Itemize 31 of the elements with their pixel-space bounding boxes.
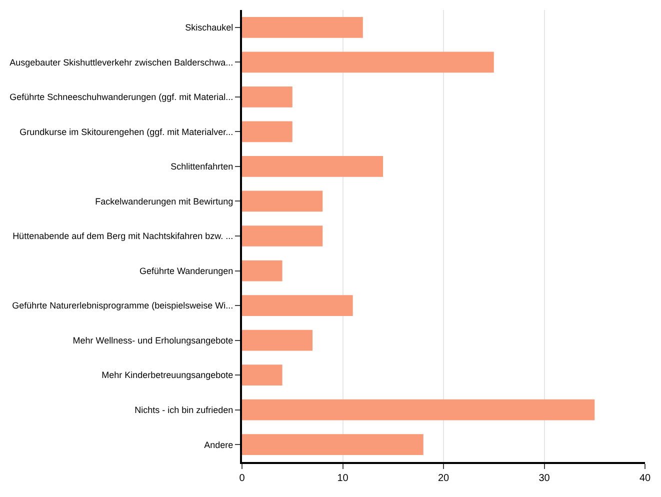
y-tick-label: Geführte Wanderungen [139, 266, 234, 276]
x-tick-label: 40 [639, 473, 651, 484]
x-tick-label: 10 [337, 473, 349, 484]
x-tick-label: 20 [438, 473, 450, 484]
y-tick-label: Geführte Naturerlebnisprogramme (beispielsweise Wi... [12, 300, 234, 311]
y-tick-label: Fackelwanderungen mit Bewirtung [95, 196, 234, 206]
bar [242, 364, 282, 386]
bar [242, 121, 292, 142]
y-tick-label: Nichts - ich bin zufrieden [134, 405, 234, 415]
y-tick-label: Ausgebauter Skishuttleverkehr zwischen Balderschwa... [10, 57, 234, 68]
y-tick-label: Grundkurse im Skitourengehen (ggf. mit Materialver... [20, 126, 234, 137]
y-tick-label: Geführte Schneeschuhwanderungen (ggf. mit Material... [10, 92, 234, 102]
y-tick-label: Schlittenfahrten [170, 162, 234, 172]
bar [242, 226, 323, 246]
y-tick-label: Hüttenabende auf dem Berg mit Nachtskifahren bzw. ... [12, 231, 234, 242]
bar [242, 52, 494, 73]
bar [242, 434, 424, 456]
y-tick-label: Mehr Kinderbetreuungsangebote [102, 370, 234, 380]
bar [242, 330, 313, 351]
bar [242, 86, 292, 108]
bar [242, 16, 363, 38]
bar [242, 295, 353, 316]
bar [242, 260, 282, 282]
bar [242, 399, 595, 420]
bar [242, 156, 384, 177]
x-tick-label: 0 [239, 473, 246, 484]
bar [242, 190, 323, 212]
y-tick-label: Skischaukel [185, 22, 234, 33]
y-tick-label: Mehr Wellness- und Erholungsangebote [72, 335, 234, 346]
x-tick-label: 30 [538, 473, 550, 484]
y-tick-label: Andere [204, 440, 234, 450]
